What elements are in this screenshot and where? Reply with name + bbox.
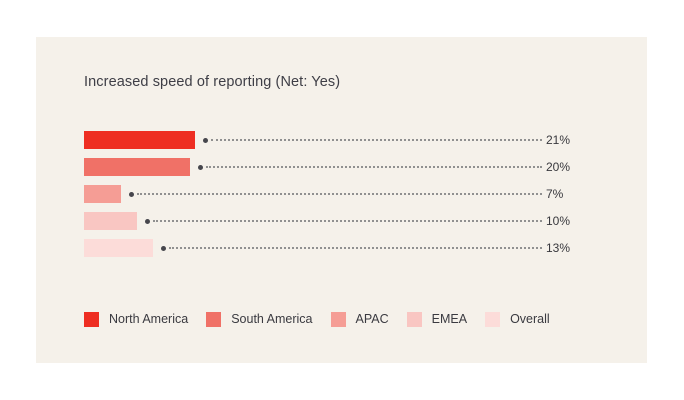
legend-item-apac: APAC xyxy=(330,312,389,327)
bar-south-america xyxy=(84,158,190,176)
value-label: 10% xyxy=(546,214,571,228)
value-label: 13% xyxy=(546,241,571,255)
legend-label: Overall xyxy=(510,312,550,326)
legend-item-overall: Overall xyxy=(485,312,550,327)
legend-label: South America xyxy=(231,312,313,326)
legend-swatch xyxy=(485,312,501,327)
leader-dot xyxy=(203,137,209,143)
leader-line xyxy=(211,139,542,141)
legend-swatch xyxy=(330,312,346,327)
bar-row-north-america: 21% xyxy=(84,131,624,149)
leader-line xyxy=(137,193,542,195)
legend-swatch xyxy=(206,312,222,327)
leader-dot xyxy=(197,164,203,170)
bar-row-apac: 7% xyxy=(84,185,624,203)
legend-item-south-america: South America xyxy=(206,312,313,327)
leader-dot xyxy=(160,245,166,251)
leader-dot xyxy=(144,218,150,224)
legend-item-north-america: North America xyxy=(84,312,188,327)
legend-label: EMEA xyxy=(431,312,468,326)
leader-line xyxy=(205,166,542,168)
leader-dot xyxy=(129,191,135,197)
bar-emea xyxy=(84,212,137,230)
chart-card: Increased speed of reporting (Net: Yes) … xyxy=(36,37,647,363)
bar-overall xyxy=(84,239,153,257)
bar-rows: 21% 20% 7% 10% 13% xyxy=(84,131,624,266)
legend-label: North America xyxy=(109,312,189,326)
legend-swatch xyxy=(406,312,422,327)
value-label: 7% xyxy=(546,187,564,201)
value-label: 20% xyxy=(546,160,571,174)
legend-swatch xyxy=(84,312,99,327)
bar-row-overall: 13% xyxy=(84,239,624,257)
bar-apac xyxy=(84,185,122,203)
chart-title: Increased speed of reporting (Net: Yes) xyxy=(84,74,341,90)
chart-legend: North America South America APAC EMEA Overal… xyxy=(84,312,550,327)
leader-line xyxy=(152,220,542,222)
leader-line xyxy=(168,247,542,249)
bar-row-south-america: 20% xyxy=(84,158,624,176)
legend-label: APAC xyxy=(355,312,389,326)
legend-item-emea: EMEA xyxy=(406,312,468,327)
value-label: 21% xyxy=(546,133,571,147)
bar-north-america xyxy=(84,131,196,149)
bar-row-emea: 10% xyxy=(84,212,624,230)
